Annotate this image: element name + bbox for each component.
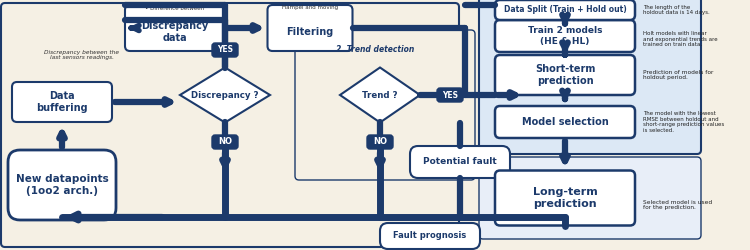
Text: YES: YES — [442, 90, 458, 100]
FancyBboxPatch shape — [479, 0, 701, 154]
Polygon shape — [180, 68, 270, 122]
FancyBboxPatch shape — [495, 170, 635, 226]
Text: Trend ?: Trend ? — [362, 90, 398, 100]
FancyBboxPatch shape — [1, 3, 459, 247]
FancyBboxPatch shape — [495, 55, 635, 95]
Text: Filtering: Filtering — [286, 27, 334, 37]
Text: Discrepancy between the
last sensors readings.: Discrepancy between the last sensors rea… — [44, 50, 119, 60]
FancyBboxPatch shape — [125, 5, 225, 51]
Text: Data Split (Train + Hold out): Data Split (Train + Hold out) — [504, 6, 626, 15]
FancyBboxPatch shape — [495, 20, 635, 52]
FancyBboxPatch shape — [268, 5, 352, 51]
Polygon shape — [340, 68, 420, 122]
Text: NO: NO — [373, 138, 387, 146]
Text: Discrepancy ?: Discrepancy ? — [191, 90, 259, 100]
FancyBboxPatch shape — [212, 135, 238, 149]
FancyBboxPatch shape — [495, 0, 635, 20]
Text: YES: YES — [217, 46, 233, 54]
FancyBboxPatch shape — [212, 43, 238, 57]
Text: Potential fault: Potential fault — [423, 158, 496, 166]
Text: Long-term
prediction: Long-term prediction — [532, 187, 597, 209]
FancyBboxPatch shape — [12, 82, 112, 122]
FancyBboxPatch shape — [437, 88, 463, 102]
FancyBboxPatch shape — [410, 146, 510, 178]
Text: Discrepancy
data: Discrepancy data — [141, 21, 208, 43]
Text: Short-term
prediction: Short-term prediction — [535, 64, 596, 86]
FancyBboxPatch shape — [495, 106, 635, 138]
FancyBboxPatch shape — [367, 135, 393, 149]
Text: • Difference between: • Difference between — [146, 6, 205, 10]
Text: Hampel and moving: Hampel and moving — [282, 6, 338, 10]
Text: Train 2 models
(HE & HL): Train 2 models (HE & HL) — [528, 26, 602, 46]
Text: The length of the
holdout data is 14 days.: The length of the holdout data is 14 day… — [643, 4, 710, 16]
FancyBboxPatch shape — [380, 223, 480, 249]
Text: Fault prognosis: Fault prognosis — [393, 232, 466, 240]
Text: NO: NO — [218, 138, 232, 146]
Text: 2. Trend detection: 2. Trend detection — [336, 46, 414, 54]
Text: New datapoints
(1oo2 arch.): New datapoints (1oo2 arch.) — [16, 174, 108, 196]
Text: Data
buffering: Data buffering — [36, 91, 88, 113]
Text: Prediction of models for
holdout period.: Prediction of models for holdout period. — [643, 70, 713, 80]
Text: The model with the lowest
RMSE between holdout and
short-range prediction values: The model with the lowest RMSE between h… — [643, 111, 724, 133]
FancyBboxPatch shape — [479, 157, 701, 239]
Text: Model selection: Model selection — [522, 117, 608, 127]
FancyBboxPatch shape — [8, 150, 116, 220]
FancyBboxPatch shape — [295, 30, 475, 180]
Text: Selected model is used
for the prediction.: Selected model is used for the predictio… — [643, 200, 712, 210]
Text: Holt models with linear
and exponential trends are
trained on train data.: Holt models with linear and exponential … — [643, 31, 718, 47]
